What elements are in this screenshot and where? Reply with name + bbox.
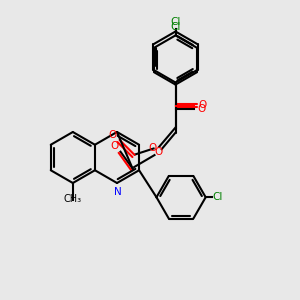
Text: N: N [114, 187, 122, 196]
Text: O: O [109, 130, 117, 140]
Text: Cl: Cl [170, 22, 181, 32]
Text: O: O [198, 100, 206, 110]
Text: O: O [110, 141, 118, 151]
Text: Cl: Cl [170, 17, 181, 27]
Text: O: O [148, 142, 157, 153]
Text: O: O [197, 103, 205, 114]
Text: O: O [154, 147, 162, 157]
Text: CH₃: CH₃ [64, 194, 82, 205]
Text: Cl: Cl [212, 192, 223, 202]
